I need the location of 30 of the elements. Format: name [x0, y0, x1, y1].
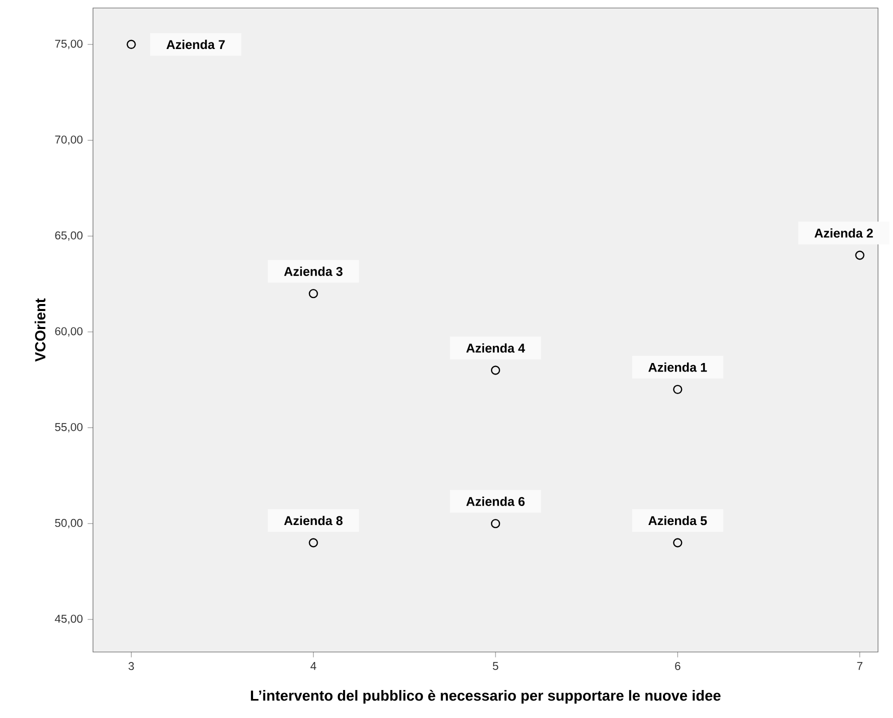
y-tick-label: 70,00: [55, 136, 83, 145]
x-tick-label: 3: [128, 662, 134, 670]
annotation: Azienda 4: [466, 343, 526, 353]
annotation: Azienda 8: [284, 516, 343, 526]
point: [308, 538, 318, 548]
point: [673, 384, 682, 394]
x-tick-label: 4: [310, 662, 316, 670]
x-axis-title: L’intervento del pubblico è necessario per supportare le nuove idee: [250, 690, 721, 704]
y-tick-label: 60,00: [55, 327, 83, 337]
point: [490, 518, 500, 528]
annotation: Azienda 1: [648, 362, 707, 372]
point: [308, 288, 318, 298]
y-tick-label: 50,00: [55, 518, 83, 528]
point: [126, 40, 136, 50]
y-axis-title: VCOrient: [34, 298, 46, 362]
y-tick-label: 55,00: [55, 423, 83, 432]
annotation: Azienda 7: [166, 40, 225, 50]
point: [490, 366, 500, 375]
point: [855, 250, 864, 260]
annotation: Azienda 3: [284, 266, 342, 276]
point: [673, 538, 682, 548]
annotation: Azienda 6: [466, 496, 525, 506]
y-tick-label: 65,00: [55, 231, 83, 241]
x-tick-label: 6: [675, 662, 680, 670]
x-tick-label: 5: [492, 662, 498, 670]
annotation: Azienda 5: [648, 516, 707, 526]
y-tick-label: 45,00: [54, 614, 83, 624]
annotation: Azienda 2: [814, 228, 873, 238]
x-tick-label: 7: [857, 662, 862, 670]
y-tick-label: 75,00: [55, 40, 83, 50]
